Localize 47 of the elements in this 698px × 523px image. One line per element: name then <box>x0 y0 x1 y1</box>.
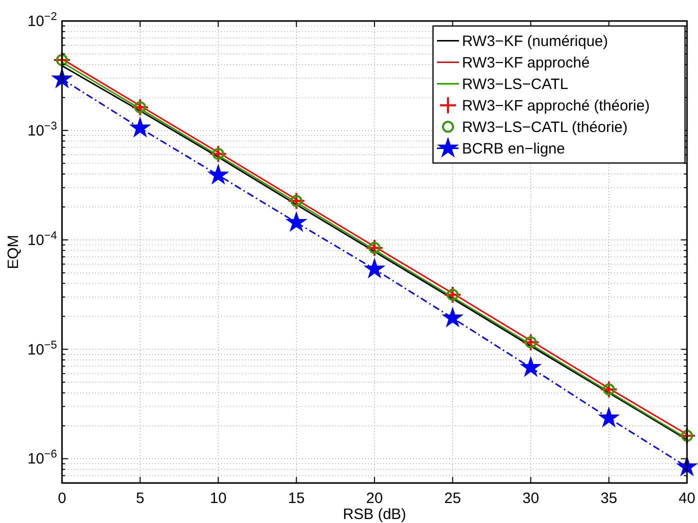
x-tick-label: 30 <box>522 490 540 507</box>
y-axis-title: EQM <box>5 234 22 270</box>
x-tick-label: 40 <box>678 490 696 507</box>
point <box>131 98 150 116</box>
point <box>56 54 68 66</box>
point <box>600 380 618 398</box>
x-tick-label: 25 <box>444 490 461 507</box>
y-tick-label: 10$^{−3}$ <box>27 120 57 140</box>
y-tick-label: 10$^{−5}$ <box>27 339 57 358</box>
legend-label: RW3−LS−CATL (théorie) <box>462 118 628 136</box>
x-tick-label: 20 <box>366 490 383 507</box>
x-tick-label: 35 <box>600 490 618 507</box>
point <box>524 336 537 348</box>
y-tick-label: 10$^{−4}$ <box>27 230 57 249</box>
point <box>678 426 696 445</box>
point <box>520 356 542 377</box>
point <box>212 148 224 160</box>
y-tick-label: 10$^{−6}$ <box>27 448 57 468</box>
point <box>368 242 380 254</box>
legend-label: RW3−KF approché <box>462 54 590 72</box>
x-tick-label: 15 <box>288 490 305 507</box>
point <box>287 192 306 210</box>
point <box>209 144 228 163</box>
point <box>442 306 464 328</box>
point <box>444 286 462 304</box>
point <box>53 51 71 70</box>
point <box>446 288 459 301</box>
legend-label: RW3−LS−CATL <box>462 76 568 93</box>
x-axis-title: RSB (dB) <box>342 506 406 523</box>
point <box>522 333 540 352</box>
point <box>598 406 620 428</box>
x-tick-label: 10 <box>210 490 227 507</box>
point <box>602 383 615 396</box>
point <box>134 101 146 114</box>
y-tick-label: 10$^{−2}$ <box>27 11 57 30</box>
point <box>366 238 384 257</box>
point <box>364 258 386 278</box>
legend-label: BCRB en−ligne <box>462 140 565 158</box>
point <box>290 194 302 207</box>
legend-label: RW3−KF (numérique) <box>462 32 608 50</box>
legend-label: RW3−KF approché (théorie) <box>462 97 650 114</box>
x-tick-label: 0 <box>58 490 66 507</box>
point <box>207 164 230 185</box>
point <box>681 430 693 442</box>
point <box>129 116 152 138</box>
point <box>285 210 308 232</box>
x-tick-label: 5 <box>136 490 144 507</box>
